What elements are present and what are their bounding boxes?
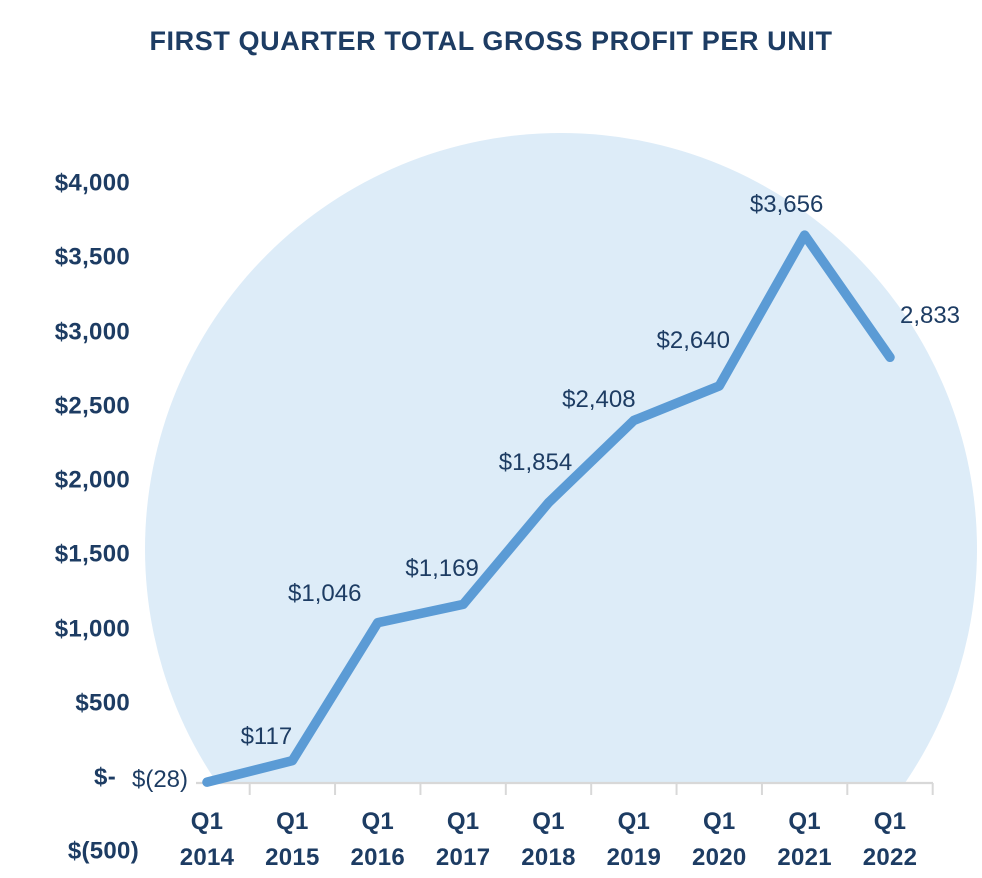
x-axis-label-quarter: Q1	[446, 808, 480, 835]
x-axis-label: Q1 2016	[350, 804, 405, 876]
y-axis-label: $1,500	[54, 540, 130, 568]
x-axis-label: Q1 2014	[180, 804, 235, 876]
data-label: $2,640	[656, 326, 730, 354]
line-series	[202, 230, 895, 787]
data-label: $3,656	[749, 191, 824, 219]
x-axis-label-quarter: Q1	[361, 808, 395, 835]
y-axis-label: $500	[75, 689, 130, 717]
chart-title: FIRST QUARTER TOTAL GROSS PROFIT PER UNI…	[149, 26, 833, 56]
x-axis-label-year: 2016	[350, 844, 406, 871]
y-axis-label: $3,500	[54, 243, 130, 271]
x-axis-label-year: 2019	[606, 844, 662, 871]
data-label: $1,169	[405, 555, 479, 583]
x-axis-label-quarter: Q1	[276, 808, 309, 835]
x-axis-label-quarter: Q1	[873, 808, 907, 835]
y-axis-label: $4,000	[54, 169, 130, 197]
x-axis-label-quarter: Q1	[532, 808, 565, 835]
data-label: 2,833	[899, 302, 961, 330]
y-axis-label: $2,500	[54, 392, 130, 420]
x-axis-label: Q1 2015	[265, 804, 320, 876]
x-axis-label: Q1 2021	[777, 804, 832, 876]
x-axis-label-year: 2017	[435, 844, 491, 871]
y-axis-label: $3,000	[54, 317, 130, 345]
data-label: $2,408	[562, 386, 636, 414]
x-axis-label-quarter: Q1	[190, 808, 224, 835]
y-axis-label: $2,000	[54, 466, 130, 494]
data-label: $1,854	[498, 448, 573, 476]
x-axis-label-year: 2014	[179, 844, 235, 871]
data-label: $(28)	[131, 766, 189, 794]
y-axis-label: $-	[94, 763, 116, 791]
x-axis-label-year: 2021	[777, 844, 832, 871]
x-axis-label: Q1 2017	[436, 804, 491, 876]
x-axis-label-year: 2022	[862, 844, 918, 871]
x-axis-label-year: 2015	[265, 844, 320, 871]
data-label: $117	[240, 722, 293, 750]
x-axis-label-year: 2018	[521, 844, 576, 871]
x-axis-label-quarter: Q1	[702, 808, 736, 835]
x-axis-label-year: 2020	[691, 844, 747, 871]
y-axis-label: $(500)	[67, 837, 139, 865]
x-axis-label: Q1 2018	[521, 804, 576, 876]
x-axis-label-quarter: Q1	[788, 808, 821, 835]
y-axis-label: $1,000	[54, 614, 130, 642]
x-axis-label-quarter: Q1	[617, 808, 651, 835]
x-axis-label: Q1 2022	[863, 804, 918, 876]
x-axis-label: Q1 2019	[607, 804, 662, 876]
data-label: $1,046	[288, 579, 362, 607]
x-axis-label: Q1 2020	[692, 804, 747, 876]
